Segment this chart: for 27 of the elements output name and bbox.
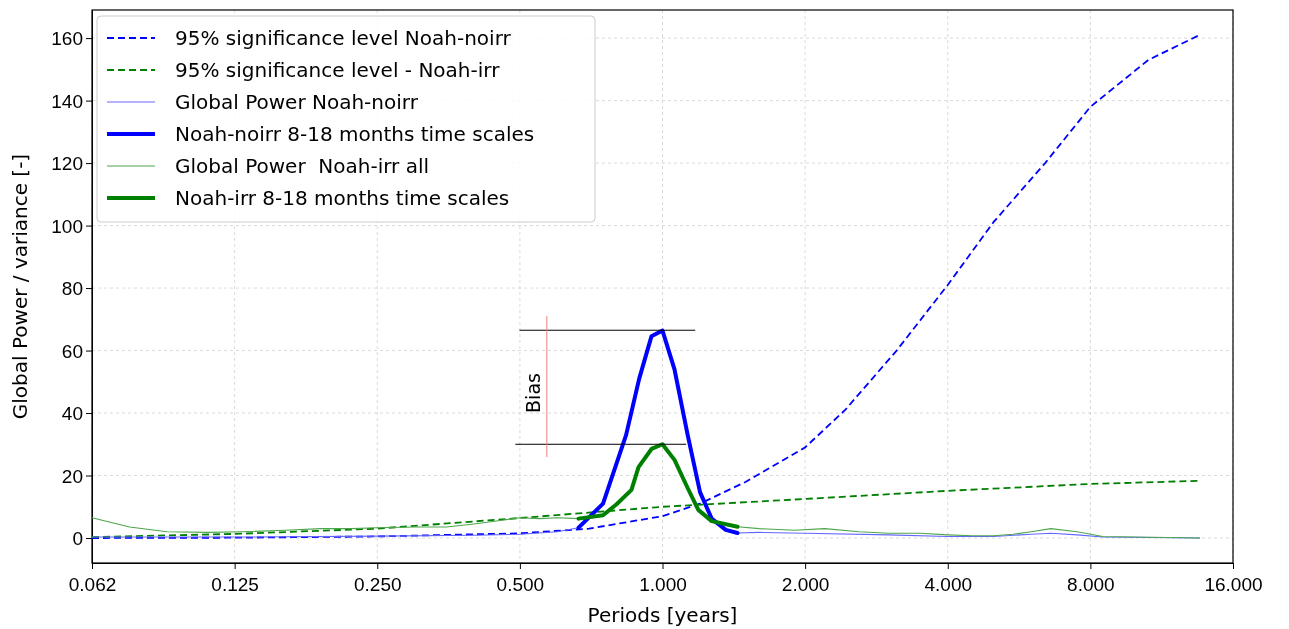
y-tick-label: 120 (51, 153, 83, 175)
y-tick-label: 60 (61, 340, 83, 362)
x-tick-label: 0.250 (353, 574, 402, 595)
y-tick-label: 80 (61, 278, 83, 300)
y-tick-label: 100 (51, 215, 83, 237)
y-tick-label: 160 (51, 28, 83, 50)
x-tick-label: 8.000 (1067, 574, 1115, 595)
x-tick-label: 0.062 (68, 574, 117, 595)
y-tick-label: 0 (72, 528, 83, 550)
x-tick-label: 0.125 (211, 574, 259, 595)
x-tick-label: 4.000 (924, 574, 973, 595)
y-axis-title: Global Power / variance [-] (8, 153, 32, 420)
legend-label: Global Power Noah-irr all (175, 154, 430, 178)
x-tick-label: 2.000 (781, 574, 830, 595)
y-tick-label: 40 (61, 403, 83, 425)
legend-label: Noah-irr 8-18 months time scales (175, 186, 510, 210)
y-tick-label: 140 (51, 90, 83, 112)
x-tick-label: 16.000 (1204, 574, 1263, 595)
y-tick-label: 20 (61, 465, 83, 487)
legend-label: Global Power Noah-noirr (175, 90, 419, 114)
legend-label: 95% significance level Noah-noirr (175, 26, 512, 50)
annotation: Bias (522, 373, 544, 413)
legend-label: Noah-noirr 8-18 months time scales (175, 122, 535, 146)
x-axis-title: Periods [years] (587, 603, 738, 627)
x-tick-label: 0.500 (496, 574, 545, 595)
x-tick-label: 1.000 (639, 574, 687, 595)
legend-label: 95% significance level - Noah-irr (175, 58, 501, 82)
